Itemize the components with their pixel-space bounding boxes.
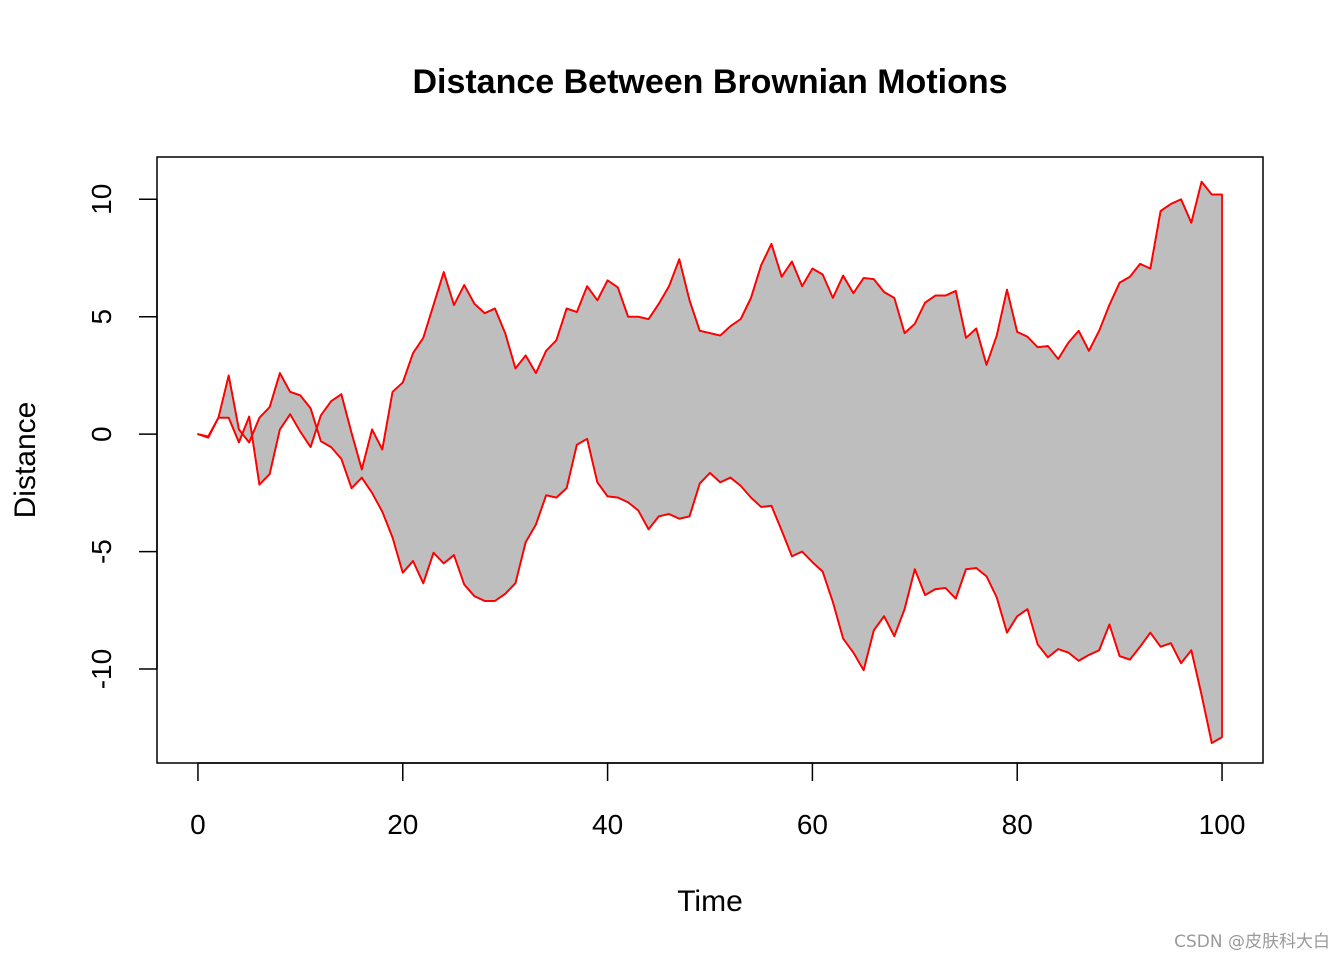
watermark: CSDN @皮肤科大白 xyxy=(1174,932,1330,952)
x-tick-label: 0 xyxy=(190,809,206,840)
x-tick-label: 40 xyxy=(592,809,623,840)
plot-area xyxy=(197,180,1223,744)
y-tick-label: -10 xyxy=(86,649,117,689)
distance-band xyxy=(197,180,1223,744)
x-axis: 0 20 40 60 80 100 xyxy=(190,762,1246,840)
x-tick-label: 100 xyxy=(1199,809,1246,840)
x-axis-label: Time xyxy=(677,885,743,918)
x-tick-label: 20 xyxy=(387,809,418,840)
chart-title: Distance Between Brownian Motions xyxy=(412,63,1007,101)
y-tick-label: 0 xyxy=(86,426,117,442)
y-axis: -10 -5 0 5 10 xyxy=(86,184,158,689)
series-line-1 xyxy=(197,372,1223,744)
series-line-2 xyxy=(197,180,1223,486)
x-tick-label: 80 xyxy=(1002,809,1033,840)
y-tick-label: 5 xyxy=(86,309,117,325)
y-tick-label: 10 xyxy=(86,184,117,215)
x-tick-label: 60 xyxy=(797,809,828,840)
y-axis-label: Distance xyxy=(9,402,42,519)
y-tick-label: -5 xyxy=(86,539,117,564)
